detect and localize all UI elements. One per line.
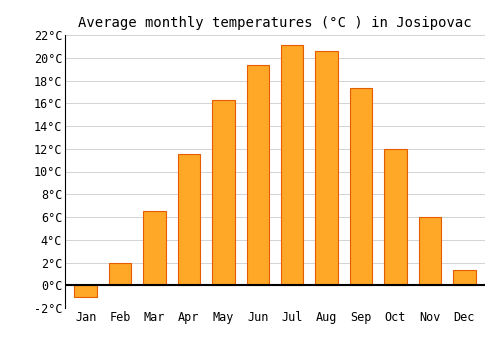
Bar [144,211,166,285]
Bar [453,271,475,285]
Bar [316,51,338,285]
Title: Average monthly temperatures (°C ) in Josipovac: Average monthly temperatures (°C ) in Jo… [78,16,472,30]
Bar [350,89,372,285]
Bar [178,154,200,285]
Bar [212,100,234,285]
Bar [418,217,441,285]
Bar [384,149,406,285]
Bar [109,262,132,285]
Bar [281,45,303,285]
Bar [74,285,97,297]
Bar [246,65,269,285]
